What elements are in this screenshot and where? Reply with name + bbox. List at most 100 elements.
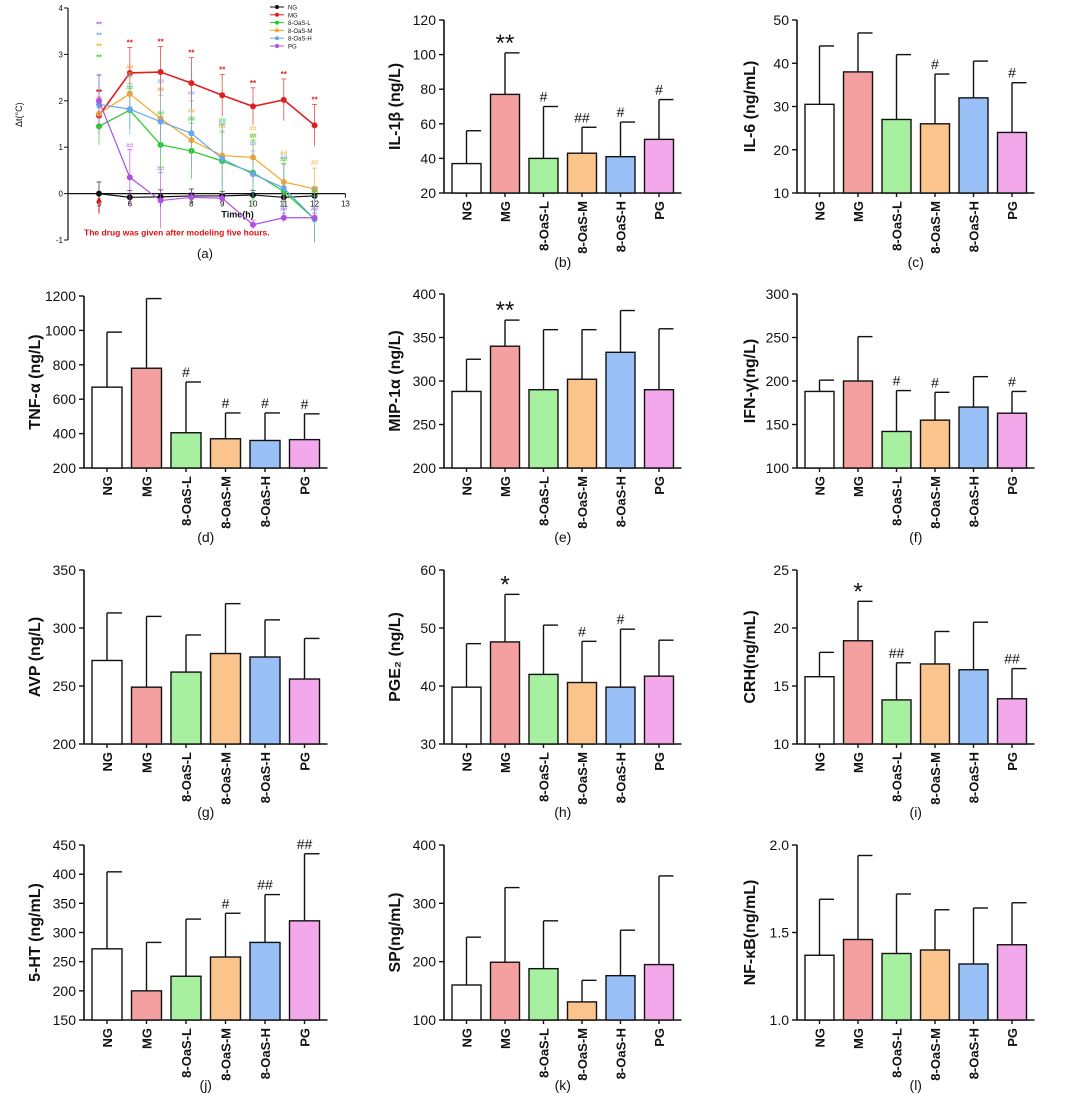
bar-PG	[996, 944, 1028, 1021]
x-tick-label: 8	[189, 200, 194, 209]
significance-mark: **	[188, 49, 195, 58]
bar-8-OaS-M	[209, 652, 242, 745]
x-category-label: MG	[498, 201, 513, 222]
significance-mark: *	[853, 578, 862, 605]
significance-mark: *	[500, 571, 509, 598]
bar-NG	[804, 676, 835, 745]
significance-mark: ##	[219, 120, 227, 127]
x-category-label: PG	[652, 752, 667, 771]
x-category-label: PG	[1005, 1028, 1020, 1047]
x-category-label: MG	[140, 476, 155, 497]
bar-PG	[288, 678, 321, 745]
y-tick-label: 400	[53, 866, 77, 882]
panel-caption: (c)	[908, 254, 924, 270]
significance-mark: ##	[574, 109, 590, 125]
x-category-label: NG	[460, 1028, 475, 1048]
bar-NG	[451, 390, 482, 469]
y-axis-label: Δt(°C)	[14, 102, 24, 127]
x-category-label: PG	[1005, 752, 1020, 771]
x-category-label: 8-OaS-M	[575, 752, 590, 805]
bar-8-OaS-H	[249, 941, 281, 1021]
significance-mark: ##	[297, 836, 313, 852]
bar-8-OaS-L	[881, 699, 912, 745]
annotation-arrowhead	[96, 196, 102, 203]
series-point-MG	[311, 122, 318, 129]
bar-MG	[842, 71, 874, 194]
x-category-label: 8-OaS-M	[575, 201, 590, 254]
y-tick-label: 250	[53, 678, 77, 694]
significance-mark: ##	[219, 117, 227, 124]
significance-mark: **	[127, 38, 134, 47]
significance-mark: **	[96, 88, 103, 97]
bar-NG	[91, 659, 123, 745]
panel-g-avp-bar-chart: 200 250 300 350 AVP (ng/L) NG MG 8-OaS-L 8-OaS-M…	[27, 562, 328, 820]
y-tick-label: 300	[413, 373, 437, 389]
bar-NG	[91, 948, 123, 1021]
bar-8-OaS-M	[566, 681, 598, 745]
y-axis-label: PGE₂ (ng/L)	[387, 612, 404, 702]
y-tick-label: 10	[773, 185, 789, 201]
significance-mark: **	[496, 297, 515, 324]
x-category-label: 8-OaS-L	[537, 476, 552, 526]
significance-mark: **	[219, 65, 226, 74]
series-line-8-OaS-L	[98, 109, 316, 220]
panel-j-5ht-bar-chart: 150 200 250 300 350 400 450 5-HT (ng/mL) NG MG 8-O…	[27, 836, 328, 1093]
y-tick-label: 60	[420, 562, 436, 578]
legend-entry: 8-OaS-H	[288, 37, 312, 43]
panel-c-il6-bar-chart: 10 20 30 40 50 IL-6 (ng/mL) NG MG 8-OaS-L 8-OaS-M…	[742, 12, 1035, 270]
panel-e-mip1a-bar-chart: 200 250 300 350 400 MIP-1α (ng/L) NG MG ** 8-OaS-…	[387, 286, 682, 545]
bar-PG	[288, 920, 321, 1021]
panel-caption: (g)	[197, 804, 214, 820]
x-category-label: 8-OaS-L	[537, 1028, 552, 1078]
x-category-label: NG	[100, 1028, 115, 1048]
panel-caption: (f)	[909, 529, 922, 545]
y-tick-label: 250	[53, 954, 77, 970]
y-tick-label: 30	[773, 99, 789, 115]
bar-PG	[643, 388, 675, 469]
panel-b-il1b-bar-chart: 20 40 60 80 100 120 IL-1β (ng/L) NG MG ** 8-OaS-L #…	[387, 12, 682, 270]
x-category-label: 8-OaS-H	[967, 1028, 982, 1079]
series-point-MG	[280, 96, 287, 103]
significance-mark: #	[655, 82, 663, 98]
y-axis-label: IL-1β (ng/L)	[387, 63, 404, 150]
significance-mark: ##	[188, 90, 196, 97]
y-tick-label: 200	[53, 460, 77, 476]
y-tick-label: 300	[766, 286, 790, 302]
legend-marker	[275, 36, 279, 41]
significance-mark: ##	[126, 85, 134, 92]
y-tick-label: 20	[773, 142, 789, 158]
series-point-PG	[188, 194, 195, 201]
bar-MG	[842, 380, 874, 469]
significance-mark: ##	[188, 116, 196, 123]
bar-8-OaS-L	[528, 388, 559, 469]
y-tick-label: 100	[413, 1012, 437, 1028]
series-point-PG	[219, 195, 226, 202]
series-point-PG	[96, 97, 102, 104]
y-tick-label: 1.5	[770, 925, 790, 941]
significance-mark: ##	[889, 645, 905, 661]
bar-MG	[130, 686, 163, 745]
series-point-PG	[311, 214, 318, 221]
x-category-label: NG	[813, 201, 828, 221]
significance-mark: ##	[311, 185, 319, 192]
y-tick-label: 4	[59, 4, 64, 13]
bar-8-OaS-H	[605, 351, 636, 469]
significance-mark: #	[931, 56, 939, 72]
bar-MG	[489, 345, 521, 469]
bar-8-OaS-L	[170, 432, 202, 469]
y-axis-label: MIP-1α (ng/L)	[387, 330, 404, 431]
significance-mark: ##	[126, 73, 134, 80]
y-axis-label: SP(ng/mL)	[387, 893, 404, 973]
legend-entry: PG	[288, 45, 297, 51]
bar-8-OaS-M	[566, 152, 598, 194]
significance-mark: ##	[249, 125, 257, 132]
y-tick-label: 150	[53, 1012, 77, 1028]
x-category-label: 8-OaS-H	[258, 476, 273, 527]
series-point-8-OaS-H	[280, 185, 287, 192]
x-category-label: NG	[460, 201, 475, 221]
significance-mark: ##	[280, 150, 288, 157]
x-category-label: MG	[140, 752, 155, 773]
y-tick-label: 25	[773, 562, 789, 578]
x-category-label: 8-OaS-H	[967, 752, 982, 803]
